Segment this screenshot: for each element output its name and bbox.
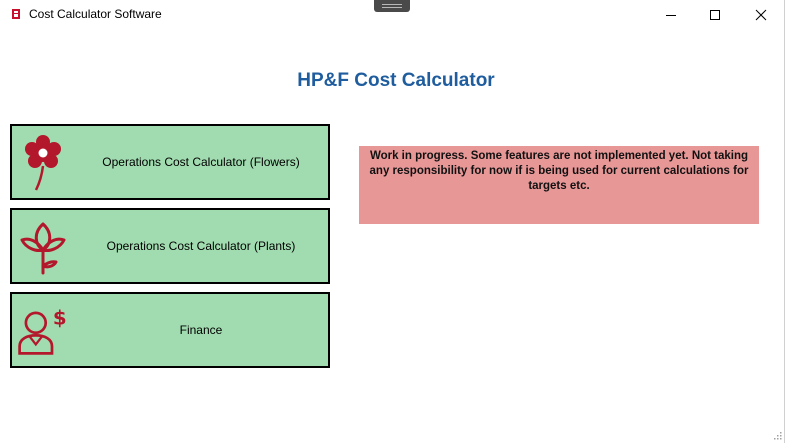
- plants-calculator-button[interactable]: Operations Cost Calculator (Plants): [10, 208, 330, 284]
- work-in-progress-notice: Work in progress. Some features are not …: [359, 146, 759, 224]
- plant-icon: [20, 222, 66, 275]
- maximize-icon: [710, 10, 720, 20]
- window-title: Cost Calculator Software: [29, 7, 162, 21]
- title-bar[interactable]: Cost Calculator Software: [0, 0, 784, 30]
- close-icon: [755, 9, 767, 21]
- app-icon: [12, 9, 20, 19]
- card-label-flowers: Operations Cost Calculator (Flowers): [102, 155, 300, 169]
- resize-grip-icon[interactable]: [772, 430, 782, 440]
- drag-handle[interactable]: [374, 0, 410, 12]
- close-button[interactable]: [738, 0, 784, 30]
- minimize-button[interactable]: [648, 0, 694, 30]
- flowers-calculator-button[interactable]: Operations Cost Calculator (Flowers): [10, 124, 330, 200]
- finance-button[interactable]: $ Finance: [10, 292, 330, 368]
- finance-person-dollar-icon: $: [18, 307, 67, 355]
- flower-icon: [25, 135, 61, 191]
- page-title: HP&F Cost Calculator: [297, 70, 495, 91]
- minimize-icon: [666, 15, 676, 16]
- svg-text:$: $: [53, 307, 67, 330]
- card-label-finance: Finance: [179, 323, 223, 337]
- maximize-button[interactable]: [692, 0, 738, 30]
- card-label-plants: Operations Cost Calculator (Plants): [106, 239, 296, 253]
